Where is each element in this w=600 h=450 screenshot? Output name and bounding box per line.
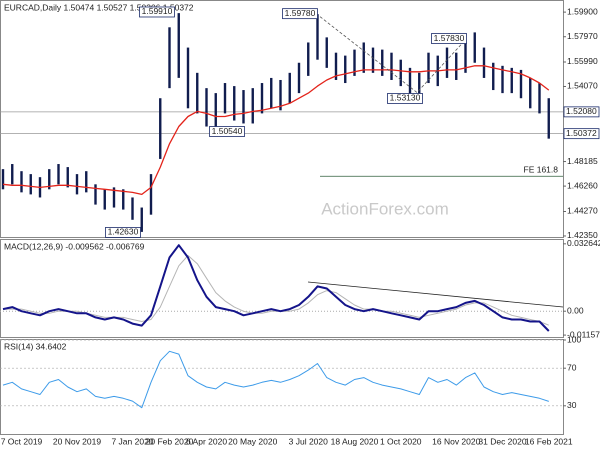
x-tick-label: 18 Aug 2020 xyxy=(331,436,379,446)
y-tick-label: 0.00 xyxy=(567,305,584,315)
annotation-label: 1.59910 xyxy=(142,6,173,16)
level-label-box xyxy=(563,128,600,140)
rsi-panel xyxy=(0,339,564,435)
x-tick-label: 3 Jul 2020 xyxy=(289,436,328,446)
macd-title: MACD(12,26,9) -0.009562 -0.006769 xyxy=(4,241,145,251)
annotation-label: 1.53130 xyxy=(390,93,421,103)
main-panel xyxy=(0,0,564,238)
x-tick-label: 6 Apr 2020 xyxy=(186,436,227,446)
annotation-label-box xyxy=(431,33,467,44)
x-tick-label: 20 Feb 2020 xyxy=(146,436,194,446)
rsi-line xyxy=(2,350,549,409)
x-tick-label: 16 Nov 2020 xyxy=(432,436,480,446)
macd-line xyxy=(2,244,550,332)
y-tick-label: 1.42350 xyxy=(567,230,598,240)
y-tick-label: 1.44270 xyxy=(567,206,598,216)
annotation-label: 1.50540 xyxy=(212,126,243,136)
y-tick-label: 1.48185 xyxy=(567,156,598,166)
chart-title: EURCAD,Daily 1.50474 1.50527 1.50306 1.5… xyxy=(4,2,194,12)
signal-line xyxy=(3,255,549,326)
y-tick-label: 70 xyxy=(567,362,577,372)
annotation-label-box xyxy=(139,6,175,18)
x-tick-label: 1 Oct 2020 xyxy=(380,436,422,446)
y-tick-label: 1.59900 xyxy=(567,6,598,16)
y-tick-label: 30 xyxy=(567,400,577,410)
y-tick-label: 1.46260 xyxy=(567,180,598,190)
y-tick-label: 1.55990 xyxy=(567,56,598,66)
annotation-label-box xyxy=(105,227,141,238)
projection-label: FE 161.8 xyxy=(524,165,559,175)
macd-trendline xyxy=(307,281,564,308)
y-tick-label: 1.57970 xyxy=(567,31,598,41)
level-label: 1.52080 xyxy=(566,106,597,116)
watermark: ActionForex.com xyxy=(321,199,449,218)
x-tick-label: 7 Oct 2019 xyxy=(1,436,43,446)
annotation-label-box xyxy=(209,126,245,137)
rsi-title: RSI(14) 34.6402 xyxy=(4,341,67,351)
level-label: 1.50372 xyxy=(566,128,597,138)
x-tick-label: 7 Jan 2020 xyxy=(111,436,153,446)
trend-dash xyxy=(319,16,464,94)
annotation-label-box xyxy=(282,8,318,20)
annotation-label: 1.59780 xyxy=(285,8,316,18)
y-tick-label: -0.011572 xyxy=(567,329,600,339)
x-tick-label: 20 May 2020 xyxy=(228,436,277,446)
annotation-label: 1.42630 xyxy=(108,227,139,237)
x-tick-label: 20 Nov 2019 xyxy=(53,436,101,446)
x-tick-label: 16 Feb 2021 xyxy=(525,436,573,446)
annotation-label: 1.57830 xyxy=(434,33,465,43)
y-tick-label: 100 xyxy=(567,334,581,344)
moving-average xyxy=(2,65,550,196)
x-tick-label: 31 Dec 2020 xyxy=(478,436,526,446)
y-tick-label: 1.54070 xyxy=(567,81,598,91)
annotation-label-box xyxy=(387,93,423,104)
y-tick-label: 0.032642 xyxy=(567,238,600,248)
level-label-box xyxy=(563,106,600,118)
macd-panel xyxy=(0,239,564,338)
